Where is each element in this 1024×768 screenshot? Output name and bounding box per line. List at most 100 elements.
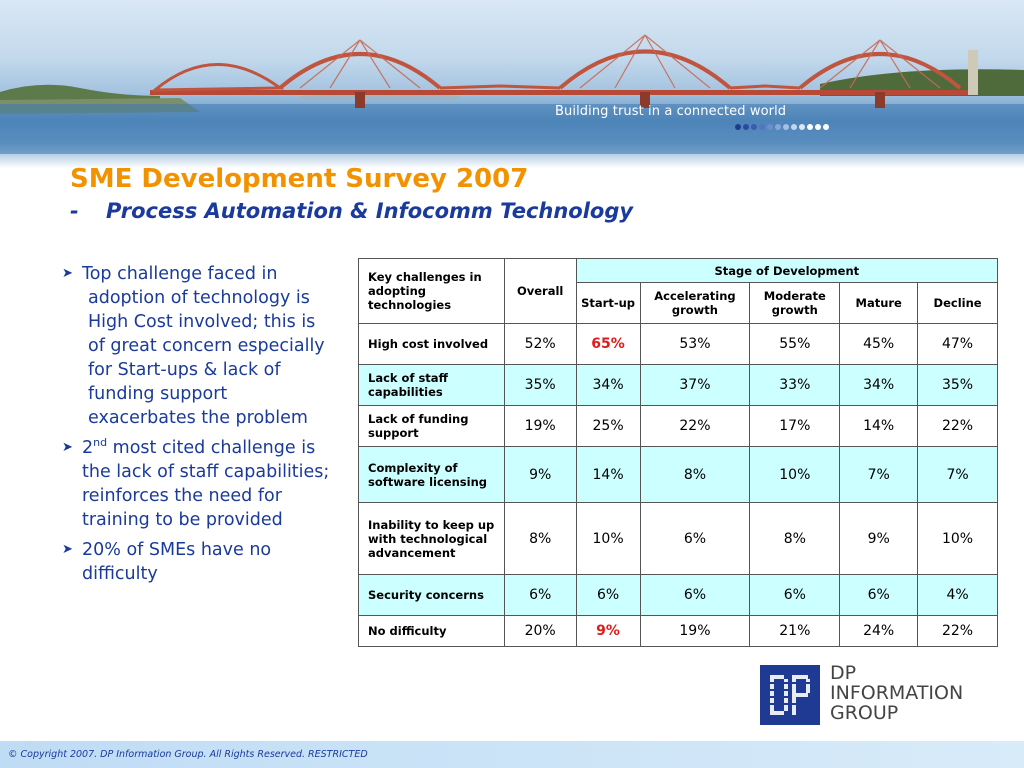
table-row: Lack of funding support 19% 25% 22% 17% 14% 22… bbox=[358, 405, 998, 447]
dot-icon bbox=[735, 124, 741, 130]
table-cell: 6% bbox=[639, 574, 751, 616]
dot-icon bbox=[767, 124, 773, 130]
dot-icon bbox=[759, 124, 765, 130]
table-cell: 9% bbox=[503, 446, 577, 503]
table-cell: 14% bbox=[575, 446, 641, 503]
dot-icon bbox=[743, 124, 749, 130]
table-cell: 35% bbox=[503, 364, 577, 406]
logo-line: DP bbox=[830, 662, 857, 684]
bullet-text: 2nd most cited challenge is the lack of … bbox=[82, 436, 330, 530]
dot-icon bbox=[807, 124, 813, 130]
table-cell: 34% bbox=[839, 364, 919, 406]
table-cell: 14% bbox=[839, 405, 919, 447]
row-label: Security concerns bbox=[358, 574, 505, 616]
bridge-banner-image bbox=[0, 34, 1024, 154]
table-cell: 19% bbox=[503, 405, 577, 447]
survey-table: Key challenges in adopting technologies … bbox=[358, 258, 999, 647]
row-label: Complexity of software licensing bbox=[358, 446, 505, 503]
footer: © Copyright 2007. DP Information Group. … bbox=[0, 741, 1024, 768]
table-cell: 35% bbox=[917, 364, 998, 406]
decorative-dots bbox=[735, 124, 829, 130]
table-cell: 8% bbox=[503, 502, 577, 575]
bullet-text-rest: most cited challenge is the lack of staf… bbox=[82, 438, 330, 530]
dot-icon bbox=[751, 124, 757, 130]
table-cell: 21% bbox=[749, 615, 841, 647]
dot-icon bbox=[799, 124, 805, 130]
page-subtitle: - Process Automation & Infocomm Technolog… bbox=[70, 199, 633, 223]
table-cell: 37% bbox=[639, 364, 751, 406]
table-cell: 10% bbox=[575, 502, 641, 575]
table-cell: 8% bbox=[639, 446, 751, 503]
bullet-text: 20% of SMEs have no difficulty bbox=[82, 540, 272, 584]
table-cell: 20% bbox=[503, 615, 577, 647]
table-cell: 33% bbox=[749, 364, 841, 406]
column-header-stage: Start-up bbox=[575, 282, 641, 324]
arrow-bullet-icon: ➤ bbox=[62, 266, 73, 281]
bullet-list: ➤ Top challenge faced in adoption of tec… bbox=[60, 262, 335, 592]
table-cell: 6% bbox=[503, 574, 577, 616]
table-cell: 53% bbox=[639, 323, 751, 365]
row-label: High cost involved bbox=[358, 323, 505, 365]
row-label: Inability to keep up with technological … bbox=[358, 502, 505, 575]
row-label: Lack of staff capabilities bbox=[358, 364, 505, 406]
table-cell: 55% bbox=[749, 323, 841, 365]
table-row: Inability to keep up with technological … bbox=[358, 502, 998, 575]
table-cell: 6% bbox=[749, 574, 841, 616]
table-cell: 45% bbox=[839, 323, 919, 365]
copyright-text: © Copyright 2007. DP Information Group. … bbox=[8, 749, 368, 760]
column-header-stage-group: Stage of Development bbox=[575, 258, 999, 283]
page-title: SME Development Survey 2007 bbox=[70, 164, 529, 194]
table-cell: 22% bbox=[639, 405, 751, 447]
arrow-bullet-icon: ➤ bbox=[62, 542, 73, 557]
logo-line: GROUP bbox=[830, 702, 899, 724]
table-cell: 8% bbox=[749, 502, 841, 575]
table-cell: 9% bbox=[839, 502, 919, 575]
company-logo: DP INFORMATION GROUP bbox=[760, 663, 980, 727]
subtitle-text: Process Automation & Infocomm Technology bbox=[106, 199, 634, 223]
table-cell: 52% bbox=[503, 323, 577, 365]
tagline: Building trust in a connected world bbox=[555, 104, 787, 119]
table-row: No difficulty 20% 9% 19% 21% 24% 22% bbox=[358, 615, 998, 647]
table-body: High cost involved 52% 65% 53% 55% 45% 47% Lack… bbox=[358, 323, 998, 647]
bullet-text: Top challenge faced in adoption of techn… bbox=[82, 264, 325, 428]
column-header-stage: Mature bbox=[839, 282, 919, 324]
subtitle-dash: - bbox=[70, 199, 79, 223]
dp-logo-mark-icon bbox=[760, 665, 820, 725]
dot-icon bbox=[791, 124, 797, 130]
table-cell: 19% bbox=[639, 615, 751, 647]
dot-icon bbox=[823, 124, 829, 130]
table-cell: 9% bbox=[575, 615, 641, 647]
dot-icon bbox=[775, 124, 781, 130]
row-label: Lack of funding support bbox=[358, 405, 505, 447]
column-header-challenges: Key challenges in adopting technologies bbox=[358, 258, 505, 324]
table-cell: 22% bbox=[917, 405, 998, 447]
table-cell: 25% bbox=[575, 405, 641, 447]
bullet-item: ➤ Top challenge faced in adoption of tec… bbox=[60, 262, 335, 430]
table-cell: 10% bbox=[917, 502, 998, 575]
table-cell: 7% bbox=[917, 446, 998, 503]
table-cell: 24% bbox=[839, 615, 919, 647]
logo-wordmark: DP INFORMATION GROUP bbox=[830, 663, 963, 723]
dot-icon bbox=[783, 124, 789, 130]
column-header-stage: Decline bbox=[917, 282, 998, 324]
header-banner: Building trust in a connected world bbox=[0, 0, 1024, 168]
row-label: No difficulty bbox=[358, 615, 505, 647]
table-cell: 6% bbox=[575, 574, 641, 616]
table-cell: 10% bbox=[749, 446, 841, 503]
table-row: Complexity of software licensing 9% 14% 8% 1… bbox=[358, 446, 998, 503]
column-header-stage: Moderate growth bbox=[749, 282, 841, 324]
table-cell: 6% bbox=[839, 574, 919, 616]
dot-icon bbox=[815, 124, 821, 130]
bullet-item: ➤ 20% of SMEs have no difficulty bbox=[60, 538, 335, 586]
column-header-overall: Overall bbox=[503, 258, 577, 324]
arrow-bullet-icon: ➤ bbox=[62, 440, 73, 455]
table-cell: 7% bbox=[839, 446, 919, 503]
table-cell: 17% bbox=[749, 405, 841, 447]
bullet-text-ordinal: 2 bbox=[82, 438, 94, 458]
table-cell: 4% bbox=[917, 574, 998, 616]
table-cell: 22% bbox=[917, 615, 998, 647]
table-row: High cost involved 52% 65% 53% 55% 45% 47% bbox=[358, 323, 998, 365]
logo-line: INFORMATION bbox=[830, 682, 964, 704]
table-cell: 34% bbox=[575, 364, 641, 406]
bullet-text-superscript: nd bbox=[93, 436, 108, 450]
